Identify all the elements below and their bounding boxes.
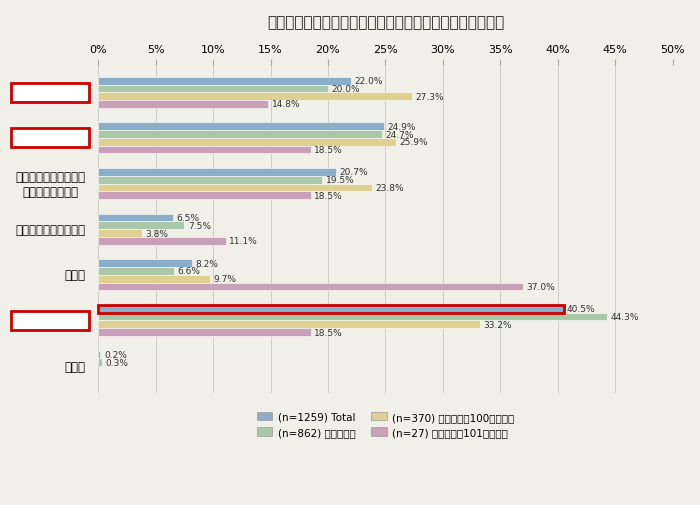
Text: 20.7%: 20.7% (340, 168, 368, 177)
Text: 18.5%: 18.5% (314, 328, 343, 337)
Bar (98, 283, 524, 291)
Bar (98, 214, 173, 222)
Bar (98, 78, 351, 85)
Text: 23.8%: 23.8% (375, 183, 404, 192)
Text: 18.5%: 18.5% (314, 191, 343, 200)
Text: 7.5%: 7.5% (188, 221, 211, 230)
Bar (98, 93, 412, 101)
Bar (98, 313, 607, 321)
Bar (98, 230, 142, 237)
Bar (98, 237, 225, 245)
Text: 8.2%: 8.2% (196, 259, 218, 268)
Bar (98, 138, 395, 146)
Text: 22.0%: 22.0% (354, 77, 383, 86)
Bar (98, 222, 184, 230)
Bar (98, 146, 311, 154)
Bar (98, 359, 102, 366)
Bar (98, 275, 209, 283)
Text: 3.8%: 3.8% (146, 229, 168, 238)
Text: 18.5%: 18.5% (314, 146, 343, 155)
Bar (98, 192, 311, 199)
Bar (98, 85, 328, 93)
Text: 6.6%: 6.6% (178, 267, 200, 276)
Bar (98, 123, 384, 131)
Text: 14.8%: 14.8% (272, 100, 300, 109)
Text: 33.2%: 33.2% (483, 320, 512, 329)
Text: 20.0%: 20.0% (331, 85, 360, 94)
Text: 37.0%: 37.0% (527, 282, 556, 291)
Legend: (n=1259) Total, (n=862) 小規模企業, (n=370) 中小企業（100人以下）, (n=27) 中小企業（101人以上）: (n=1259) Total, (n=862) 小規模企業, (n=370) 中… (257, 412, 514, 437)
Bar (98, 306, 564, 313)
Bar (98, 260, 192, 268)
Title: 情報セキュリティ投資を行わなかった理由（企業規模別）: 情報セキュリティ投資を行わなかった理由（企業規模別） (267, 15, 504, 30)
Text: 27.3%: 27.3% (415, 92, 444, 102)
Text: 0.3%: 0.3% (105, 358, 128, 367)
Text: 9.7%: 9.7% (213, 275, 236, 284)
Bar (98, 101, 268, 109)
Bar (98, 169, 336, 176)
Text: 11.1%: 11.1% (229, 237, 258, 246)
Text: 24.9%: 24.9% (388, 123, 416, 131)
Bar (98, 184, 372, 192)
Bar (98, 328, 311, 336)
Bar (98, 131, 382, 138)
Text: 19.5%: 19.5% (326, 176, 354, 185)
Text: 25.9%: 25.9% (399, 138, 428, 147)
Text: 40.5%: 40.5% (567, 305, 596, 314)
Text: 6.5%: 6.5% (176, 214, 200, 223)
Text: 44.3%: 44.3% (610, 313, 639, 321)
Bar (98, 176, 322, 184)
Text: 24.7%: 24.7% (386, 130, 414, 139)
Bar (98, 268, 174, 275)
Bar (98, 321, 480, 328)
Text: 0.2%: 0.2% (104, 350, 127, 359)
Bar (98, 351, 101, 359)
